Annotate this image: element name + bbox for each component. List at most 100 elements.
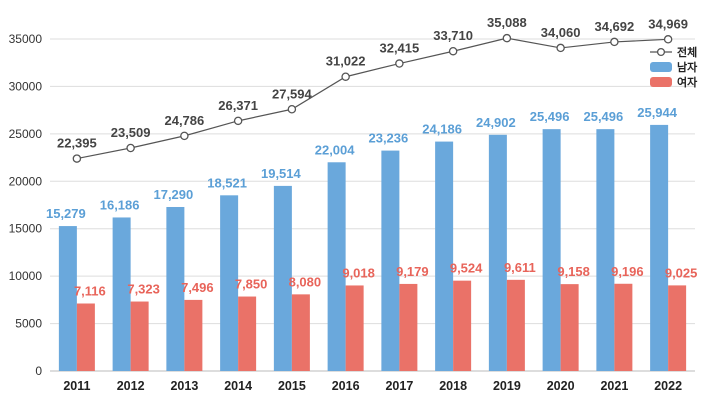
x-tick-label: 2017 — [385, 379, 413, 393]
total-point — [126, 143, 135, 153]
legend-swatch-male — [650, 62, 672, 72]
x-tick-label: 2014 — [224, 379, 252, 393]
data-label-female: 9,179 — [396, 264, 429, 279]
data-label-female: 9,524 — [450, 261, 483, 276]
data-label-male: 25,496 — [583, 109, 623, 124]
bar-female — [560, 284, 579, 371]
data-label-total: 27,594 — [272, 86, 313, 101]
total-point — [502, 33, 512, 43]
data-label-male: 24,186 — [422, 122, 462, 137]
bar-male — [112, 217, 131, 371]
y-tick-label: 35000 — [9, 32, 43, 46]
data-label-female: 7,850 — [235, 277, 268, 292]
bar-female — [668, 285, 687, 371]
bar-male — [327, 162, 346, 371]
bar-male — [220, 195, 239, 371]
x-tick-label: 2020 — [547, 379, 575, 393]
data-label-female: 9,158 — [557, 264, 590, 279]
total-series-line — [76, 37, 669, 160]
data-label-male: 17,290 — [153, 187, 193, 202]
data-label-male: 22,004 — [315, 142, 356, 157]
data-label-female: 9,018 — [342, 265, 375, 280]
y-tick-label: 20000 — [9, 174, 43, 188]
total-line — [72, 33, 673, 163]
data-label-total: 34,692 — [594, 19, 634, 34]
data-label-total: 23,509 — [111, 125, 151, 140]
bar-female — [399, 283, 418, 371]
data-label-male: 24,902 — [476, 115, 516, 130]
bar-male — [596, 129, 615, 371]
x-tick-label: 2021 — [600, 379, 628, 393]
data-label-male: 18,521 — [207, 175, 247, 190]
data-label-total: 26,371 — [218, 98, 258, 113]
legend-label-female: 여자 — [677, 75, 698, 89]
total-point — [663, 35, 673, 44]
bar-male — [435, 141, 454, 371]
y-tick-label: 0 — [35, 364, 42, 378]
bar-male — [381, 150, 400, 371]
data-label-total: 35,088 — [487, 15, 527, 30]
bar-female — [184, 299, 203, 371]
data-label-total: 33,710 — [433, 28, 473, 43]
data-label-male: 15,279 — [46, 206, 86, 221]
total-point — [233, 116, 243, 126]
data-label-female: 8,080 — [289, 274, 322, 289]
data-label-total: 24,786 — [164, 113, 204, 128]
bar-female — [76, 303, 95, 371]
bar-female — [238, 296, 257, 371]
data-label-female: 9,025 — [665, 265, 698, 280]
bar-male — [488, 134, 507, 371]
legend-line-marker — [656, 47, 666, 57]
bar-male — [273, 185, 292, 371]
bar-male — [58, 226, 77, 371]
x-tick-label: 2022 — [654, 379, 682, 393]
x-tick-label: 2018 — [439, 379, 467, 393]
total-point — [610, 37, 619, 47]
total-point — [72, 154, 82, 163]
total-point — [180, 131, 189, 141]
data-label-total: 34,060 — [541, 25, 581, 40]
total-point — [556, 43, 565, 53]
gridlines — [50, 38, 695, 325]
data-label-total: 32,415 — [379, 41, 419, 56]
x-tick-label: 2015 — [278, 379, 306, 393]
data-label-male: 19,514 — [261, 166, 302, 181]
bar-female — [453, 280, 472, 371]
bar-male — [650, 124, 669, 372]
data-label-total: 22,395 — [57, 136, 97, 151]
y-tick-label: 25000 — [9, 127, 43, 141]
total-point — [341, 72, 350, 81]
y-axis: 0 5000 10000 15000 20000 25000 30000 35000 — [9, 32, 43, 378]
data-label-female: 9,196 — [611, 264, 644, 279]
x-tick-label: 2012 — [117, 379, 145, 393]
data-label-female: 7,116 — [74, 283, 106, 298]
data-label-total: 34,969 — [648, 16, 688, 31]
bar-male — [166, 206, 185, 371]
x-tick-label: 2011 — [63, 379, 90, 393]
data-label-total: 31,022 — [326, 54, 366, 69]
x-tick-label: 2013 — [170, 379, 198, 393]
y-tick-label: 5000 — [15, 317, 42, 331]
bar-female — [345, 285, 364, 371]
data-label-male: 25,496 — [530, 109, 570, 124]
bar-female — [506, 279, 525, 371]
legend-swatch-female — [650, 77, 672, 87]
bars — [58, 124, 687, 372]
data-label-female: 9,611 — [504, 260, 536, 275]
legend-label-male: 남자 — [677, 60, 698, 74]
bar-male — [542, 129, 561, 371]
total-point — [287, 105, 297, 114]
bar-female — [130, 301, 149, 371]
data-labels: 15,279 7,116 16,186 7,323 17,290 7,496 18,521 7… — [46, 15, 697, 298]
y-tick-label: 30000 — [9, 79, 43, 93]
total-point — [395, 59, 404, 68]
y-tick-label: 10000 — [9, 269, 43, 283]
total-point — [448, 46, 458, 56]
x-axis: 2011 2012 2013 2014 2015 2016 2017 2018 2019 2020… — [50, 370, 695, 393]
bar-female — [614, 283, 633, 371]
data-label-male: 16,186 — [100, 197, 140, 212]
data-label-male: 23,236 — [368, 131, 408, 146]
